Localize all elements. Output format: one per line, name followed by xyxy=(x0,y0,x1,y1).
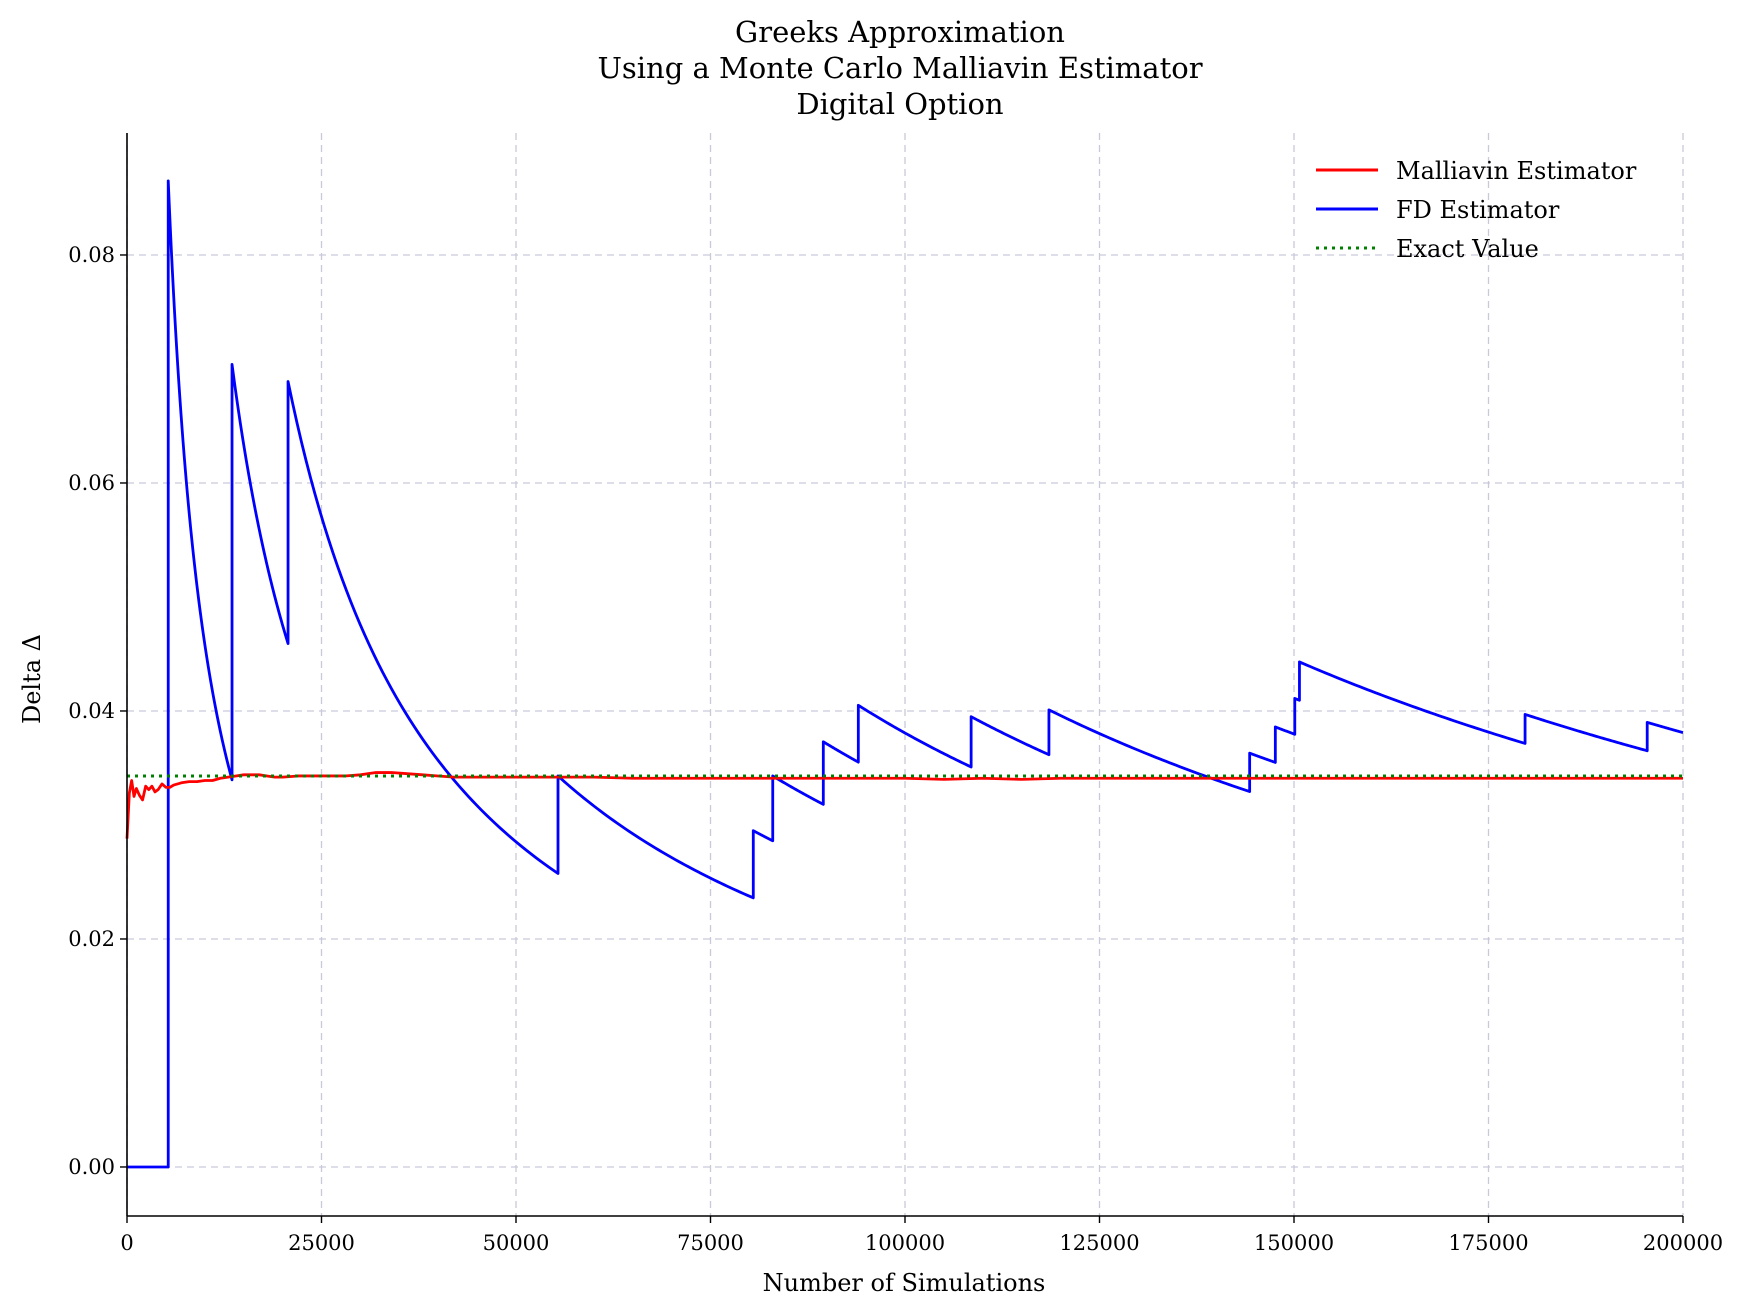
x-tick-label-6: 150000 xyxy=(1254,1231,1334,1255)
legend-label-malliavin: Malliavin Estimator xyxy=(1396,157,1637,185)
axes xyxy=(120,133,1684,1223)
series-line-fd xyxy=(127,179,1684,1169)
legend-label-fd: FD Estimator xyxy=(1396,196,1560,224)
x-tick-label-8: 200000 xyxy=(1643,1231,1723,1255)
y-axis-label: Delta Δ xyxy=(18,634,46,724)
y-tick-label-4: 0.08 xyxy=(68,243,115,267)
y-tick-label-0: 0.00 xyxy=(68,1155,115,1179)
chart-title-line-3: Digital Option xyxy=(796,87,1003,121)
plot-series xyxy=(125,179,1684,1169)
y-tick-label-3: 0.06 xyxy=(68,471,115,495)
legend-label-exact: Exact Value xyxy=(1396,235,1539,263)
y-tick-label-1: 0.02 xyxy=(68,927,115,951)
legend: Malliavin Estimator FD Estimator Exact V… xyxy=(1316,157,1637,263)
x-tick-label-7: 175000 xyxy=(1448,1231,1528,1255)
x-tick-label-4: 100000 xyxy=(865,1231,945,1255)
chart-title-line-1: Greeks Approximation xyxy=(735,15,1065,49)
x-axis-label: Number of Simulations xyxy=(763,1269,1046,1297)
grid xyxy=(126,133,1684,1216)
x-tick-label-5: 125000 xyxy=(1059,1231,1139,1255)
x-tick-label-2: 50000 xyxy=(483,1231,550,1255)
y-tick-label-2: 0.04 xyxy=(68,699,115,723)
x-tick-label-3: 75000 xyxy=(677,1231,744,1255)
tick-labels: 0 25000 50000 75000 100000 125000 150000 175000… xyxy=(68,243,1723,1255)
chart-title-line-2: Using a Monte Carlo Malliavin Estimator xyxy=(597,51,1202,85)
x-tick-label-0: 0 xyxy=(120,1231,133,1255)
x-tick-label-1: 25000 xyxy=(288,1231,355,1255)
